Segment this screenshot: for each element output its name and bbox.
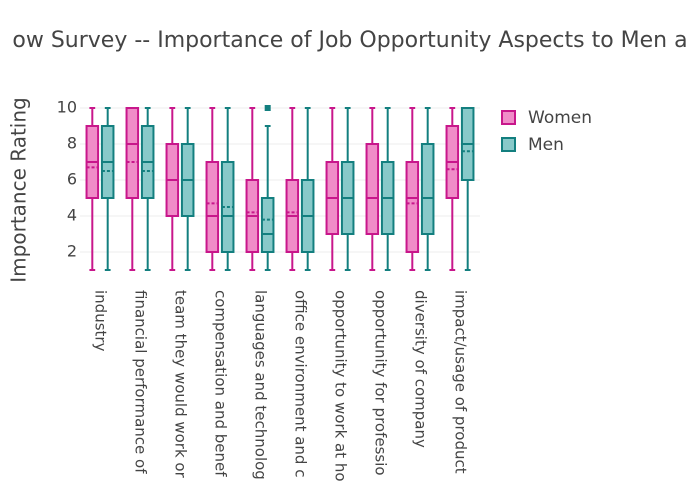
chart-title: ow Survey -- Importance of Job Opportuni… [12,28,687,53]
x-tick-label: industry [92,290,110,352]
box [125,107,140,199]
box [365,143,380,235]
y-tick-label: 8 [67,134,77,153]
box [420,143,435,235]
y-tick-label: 10 [57,98,77,117]
x-tick-label: office environment and c [292,290,310,477]
legend-label: Women [528,108,592,128]
y-tick-label: 6 [67,170,77,189]
x-tick-label: impact/usage of product [452,290,470,474]
y-tick-label: 2 [67,242,77,261]
x-tick-label: team they would work or [172,290,190,479]
x-tick-label: opportunity to work at ho [332,290,350,482]
box [260,197,275,253]
x-tick-label: compensation and benef [212,290,230,477]
x-tick-label: diversity of company [412,290,430,448]
legend-label: Men [528,135,564,155]
legend-swatch [501,137,516,152]
box [405,161,420,253]
outlier [264,105,271,111]
x-tick-label: opportunity for professio [372,290,390,476]
legend-swatch [501,110,516,125]
y-tick-label: 4 [67,206,77,225]
box [205,161,220,253]
x-tick-label: languages and technolog [252,290,270,480]
x-tick-label: financial performance of [132,290,150,474]
y-axis-label: Importance Rating [7,97,31,282]
